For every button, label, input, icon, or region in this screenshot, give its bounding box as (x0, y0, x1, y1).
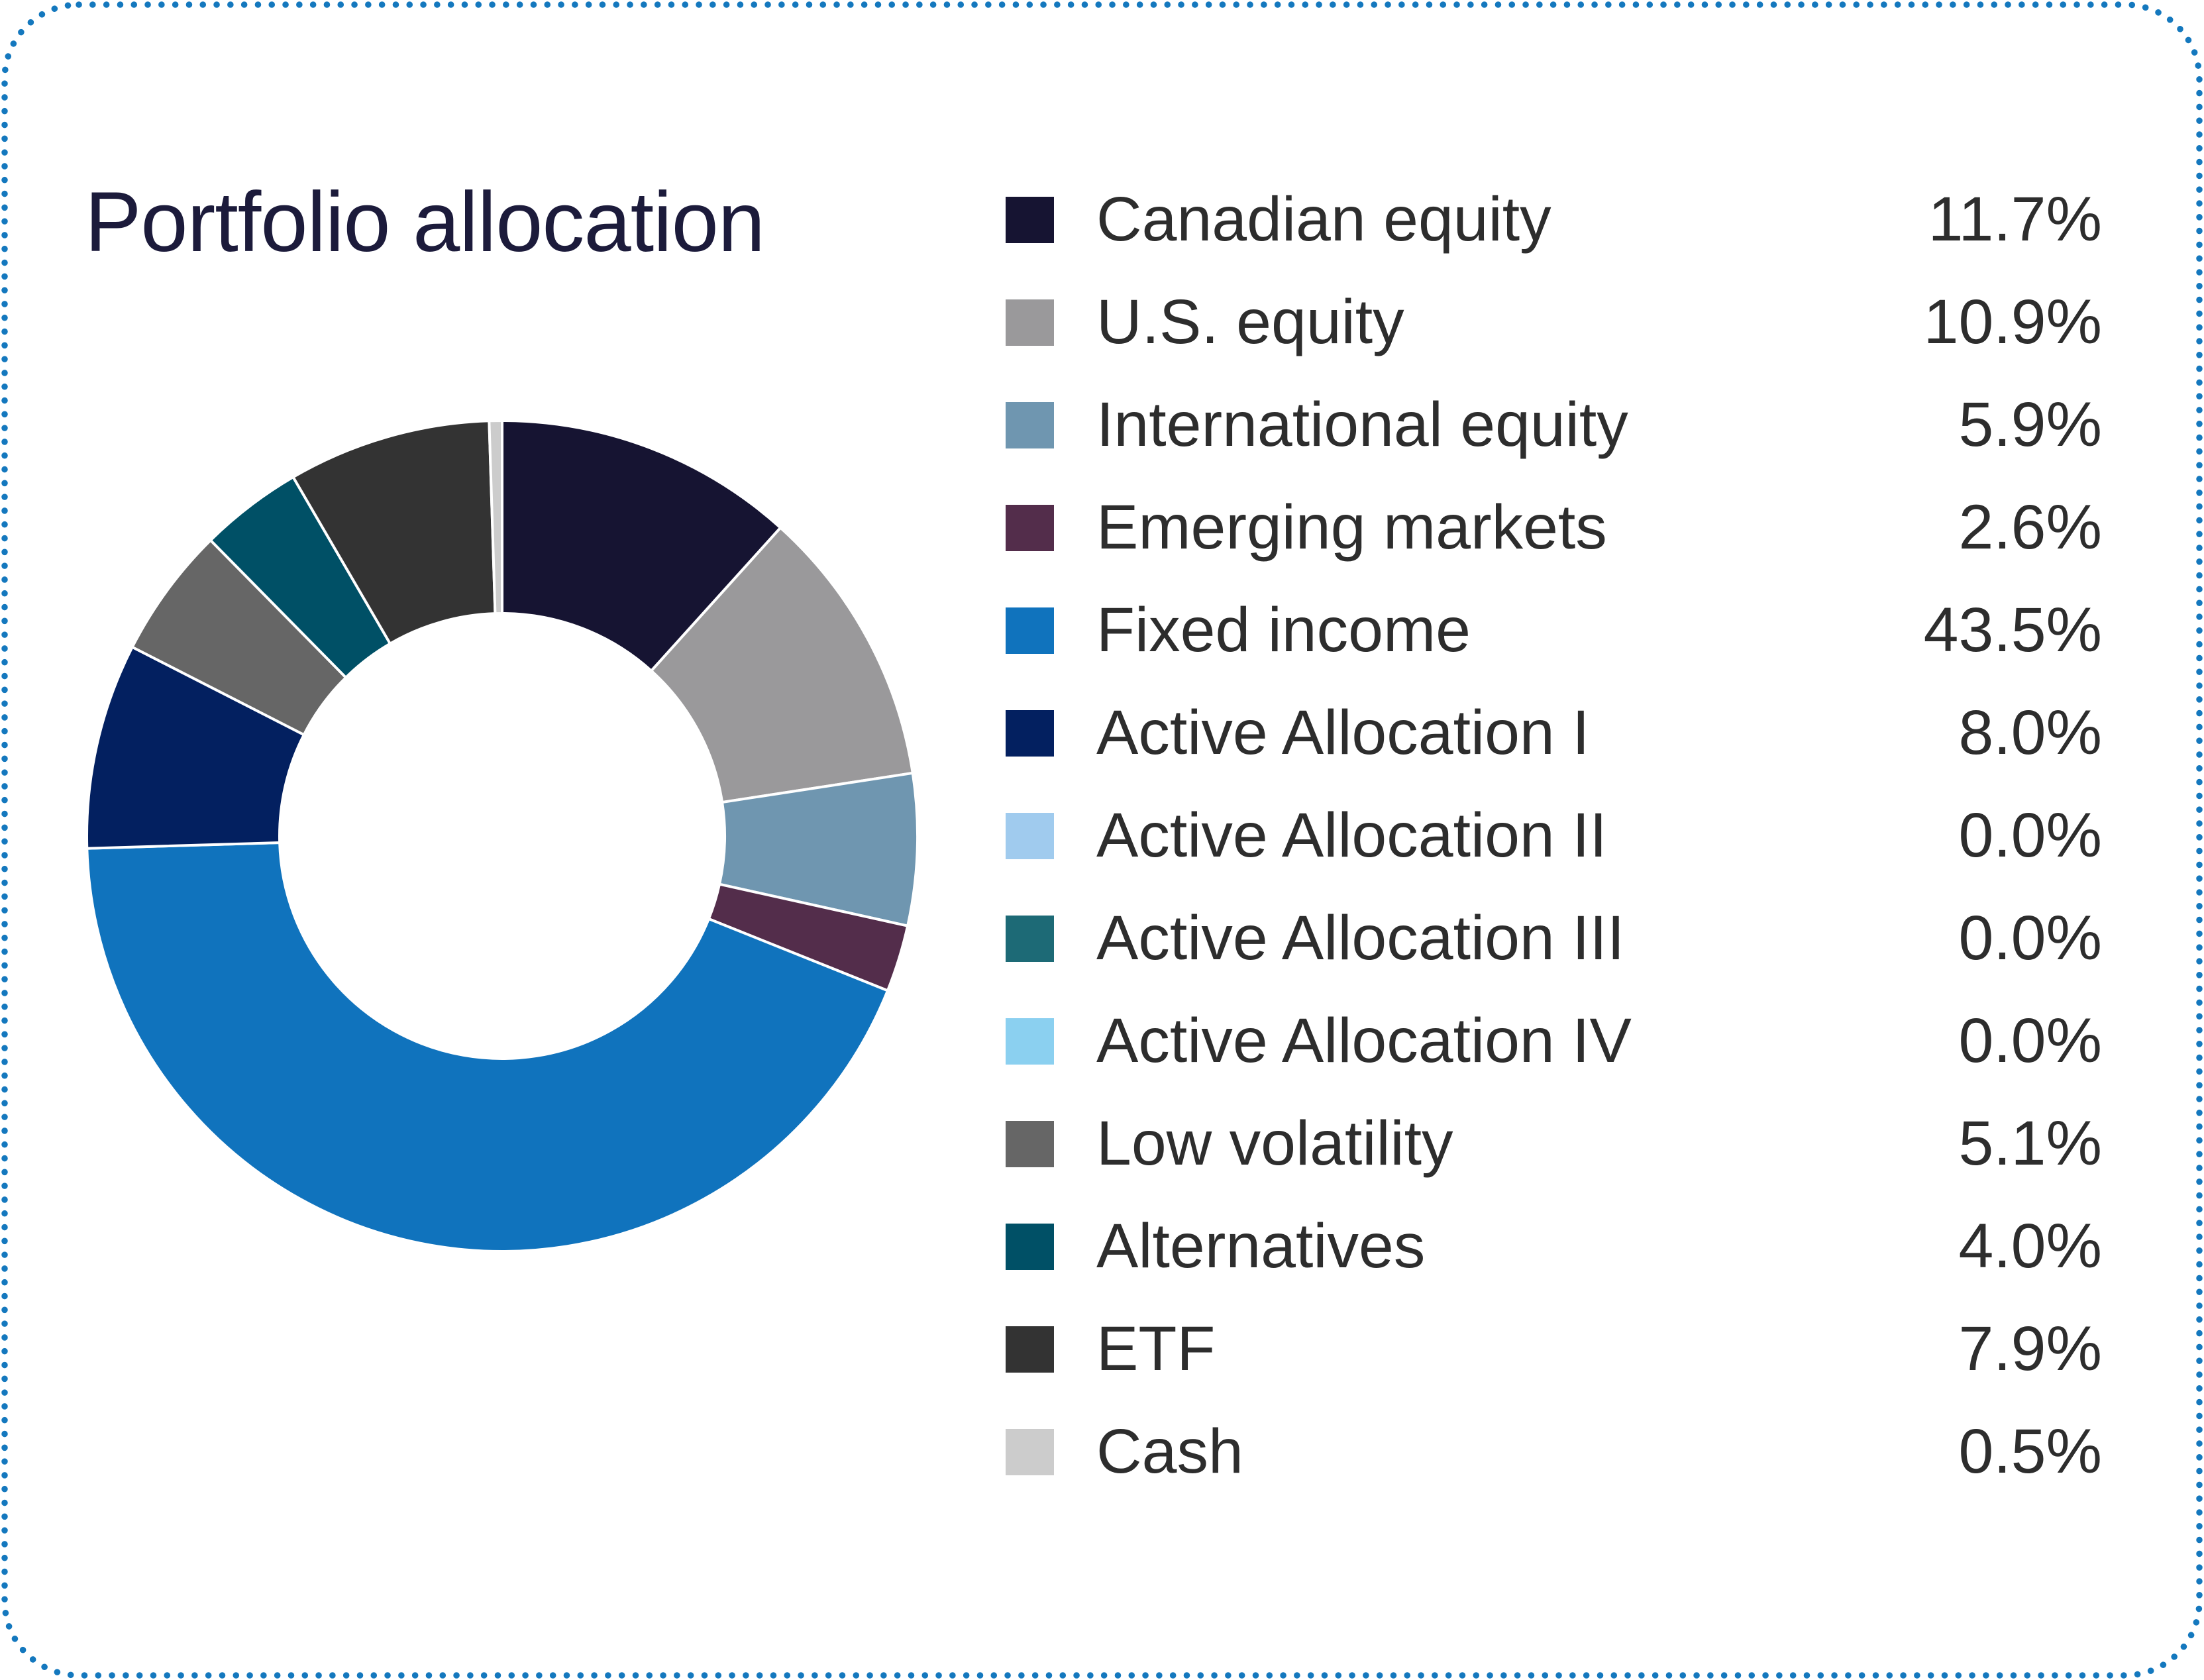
legend-value: 0.5% (1958, 1416, 2102, 1487)
legend-swatch (1006, 607, 1054, 654)
legend-label: International equity (1096, 390, 1628, 460)
legend-value: 2.6% (1958, 492, 2102, 562)
legend-swatch (1006, 1120, 1054, 1167)
legend-value: 4.0% (1958, 1211, 2102, 1281)
legend-label: Canadian equity (1096, 184, 1551, 254)
legend-swatch (1006, 196, 1054, 243)
donut-slice-fixed-income (85, 841, 890, 1253)
legend-swatch (1006, 915, 1054, 962)
donut-slice-cash (488, 419, 503, 615)
page-title: Portfolio allocation (85, 175, 765, 270)
legend-swatch (1006, 299, 1054, 346)
legend-label: Emerging markets (1096, 492, 1607, 562)
legend-row: Active Allocation III 0.0% (1006, 887, 2102, 990)
legend-row: ETF 7.9% (1006, 1298, 2102, 1400)
legend-value: 5.9% (1958, 390, 2102, 460)
legend-label: Low volatility (1096, 1108, 1453, 1179)
legend-value: 7.9% (1958, 1314, 2102, 1384)
legend-swatch (1006, 401, 1054, 448)
legend-label: Active Allocation II (1096, 800, 1607, 870)
legend-label: Active Allocation IV (1096, 1006, 1632, 1076)
legend-label: Active Allocation I (1096, 698, 1590, 768)
legend-row: International equity 5.9% (1006, 374, 2102, 476)
legend-label: Cash (1096, 1416, 1243, 1487)
legend-swatch (1006, 1428, 1054, 1475)
legend-value: 0.0% (1958, 800, 2102, 870)
legend: Canadian equity 11.7% U.S. equity 10.9% … (1006, 168, 2102, 1503)
legend-swatch (1006, 1018, 1054, 1065)
legend-row: Low volatility 5.1% (1006, 1092, 2102, 1195)
legend-row: Active Allocation IV 0.0% (1006, 990, 2102, 1092)
legend-swatch (1006, 709, 1054, 757)
legend-label: U.S. equity (1096, 287, 1404, 357)
legend-row: Cash 0.5% (1006, 1400, 2102, 1503)
legend-row: Canadian equity 11.7% (1006, 168, 2102, 271)
legend-value: 5.1% (1958, 1108, 2102, 1179)
legend-label: Fixed income (1096, 595, 1471, 665)
legend-row: Active Allocation I 8.0% (1006, 682, 2102, 784)
legend-swatch (1006, 812, 1054, 859)
legend-row: Active Allocation II 0.0% (1006, 784, 2102, 887)
legend-row: Alternatives 4.0% (1006, 1195, 2102, 1298)
legend-swatch (1006, 1223, 1054, 1270)
legend-swatch (1006, 1326, 1054, 1373)
legend-row: Emerging markets 2.6% (1006, 476, 2102, 579)
legend-value: 0.0% (1958, 903, 2102, 973)
legend-value: 10.9% (1923, 287, 2102, 357)
donut-chart (85, 419, 919, 1253)
donut-slice-canadian-equity (501, 419, 783, 673)
donut-slice-u-s-equity (649, 525, 915, 804)
legend-value: 43.5% (1923, 595, 2102, 665)
legend-swatch (1006, 504, 1054, 551)
legend-row: U.S. equity 10.9% (1006, 271, 2102, 374)
legend-row: Fixed income 43.5% (1006, 579, 2102, 682)
legend-value: 0.0% (1958, 1006, 2102, 1076)
legend-label: Alternatives (1096, 1211, 1426, 1281)
legend-label: ETF (1096, 1314, 1216, 1384)
legend-value: 8.0% (1958, 698, 2102, 768)
legend-label: Active Allocation III (1096, 903, 1625, 973)
legend-value: 11.7% (1928, 184, 2102, 254)
